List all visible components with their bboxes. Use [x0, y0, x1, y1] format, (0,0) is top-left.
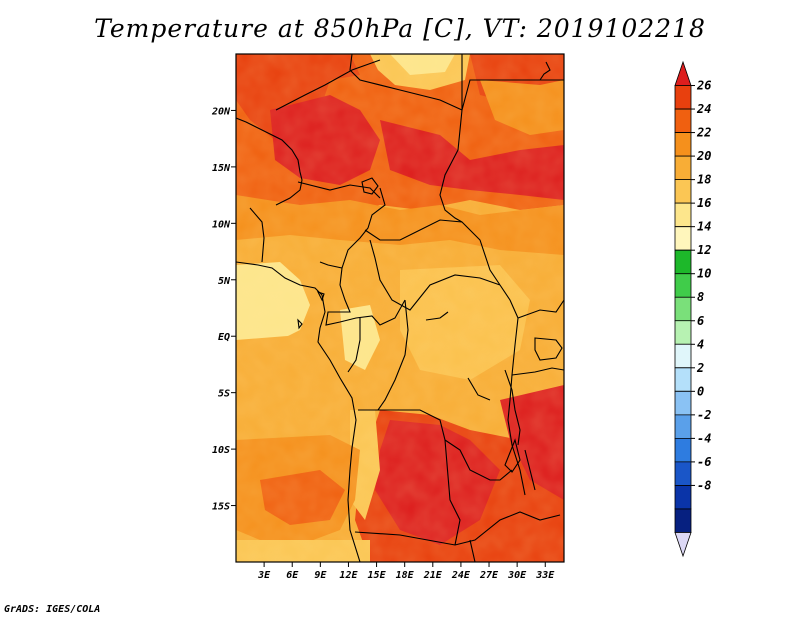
colorbar-segment — [674, 414, 692, 439]
border-chad-sudan — [439, 109, 463, 223]
colorbar-label: 26 — [696, 79, 711, 93]
border-botswana — [469, 539, 476, 562]
island-bioko — [316, 291, 325, 302]
colorbar-segment — [674, 273, 692, 298]
border-angola-zambia — [444, 439, 461, 546]
border-gabon-congo — [325, 267, 406, 326]
x-tick-label: 21E — [423, 570, 443, 581]
y-tick-label: 20N — [211, 106, 231, 117]
border-libya-niger — [349, 54, 463, 111]
x-tick-label: 18E — [396, 570, 415, 581]
border-egypt — [461, 54, 564, 111]
border-uganda-kenya — [517, 299, 564, 319]
map-frame — [235, 53, 565, 563]
x-tick-label: 33E — [535, 570, 555, 581]
colorbar-segment — [674, 485, 692, 510]
border-angola-drc — [378, 409, 513, 481]
border-congo-inner — [347, 318, 361, 373]
colorbar-segment — [674, 108, 692, 133]
colorbar-segment — [674, 343, 692, 369]
colorbar-segment — [674, 367, 692, 392]
y-tick-label: 15N — [212, 163, 231, 174]
y-tick-label: 5S — [218, 389, 230, 400]
boundaries — [236, 54, 564, 562]
colorbar-label: 6 — [697, 314, 704, 328]
border-west-1 — [249, 207, 265, 263]
lake-tanganyika — [504, 369, 521, 446]
colorbar-label: -6 — [697, 455, 711, 469]
colorbar-segment — [674, 202, 692, 228]
colorbar-label: 10 — [697, 267, 711, 281]
lake-chad — [361, 177, 379, 195]
border-algeria — [275, 59, 381, 111]
lake-malawi — [524, 449, 536, 491]
y-tick-label: 5N — [218, 276, 231, 287]
coastline-nile-delta — [539, 61, 551, 81]
y-tick-label: 10S — [212, 445, 230, 456]
colorbar-label: 20 — [696, 149, 711, 163]
coastline-west-africa — [236, 261, 361, 562]
colorbar-segment — [674, 296, 692, 322]
colorbar-segment — [674, 508, 692, 533]
colorbar-segment — [674, 390, 692, 416]
x-tick-label: 24E — [451, 570, 471, 581]
x-tick-label: 9E — [314, 570, 327, 581]
border-car-north — [364, 219, 501, 286]
colorbar-label: 22 — [696, 126, 711, 140]
lake-mweru — [504, 438, 521, 473]
colorbar-segment — [674, 60, 692, 86]
colorbar-label: 16 — [697, 196, 711, 210]
colorbar-label: 18 — [697, 173, 711, 187]
river-congo-1 — [467, 377, 491, 401]
colorbar-label: 24 — [696, 102, 711, 116]
border-niger-west — [236, 117, 303, 206]
island-sao-tome — [297, 318, 303, 330]
colorbar-segment — [674, 249, 692, 275]
border-tanzania — [511, 367, 564, 376]
x-tick-label: 12E — [339, 570, 358, 581]
colorbar-segment — [674, 437, 692, 463]
chart-title: Temperature at 850hPa [C], VT: 201910221… — [94, 14, 706, 43]
colorbar-segment — [674, 532, 692, 558]
colorbar-label: -8 — [697, 478, 711, 492]
y-tick-label: 15S — [212, 502, 230, 513]
x-tick-label: 6E — [286, 570, 299, 581]
y-tick-label: 10N — [212, 219, 231, 230]
colorbar-segment — [674, 179, 692, 204]
colorbar-segment — [674, 85, 692, 110]
x-tick-label: 30E — [507, 570, 527, 581]
colorbar-label: -4 — [697, 431, 711, 445]
colorbar-segment — [674, 132, 692, 157]
x-tick-label: 3E — [257, 570, 271, 581]
y-tick-label: EQ — [218, 332, 230, 343]
colorbar-label: 14 — [697, 220, 711, 234]
x-axis: 3E 6E 9E 12E 15E 18E 21E 24E 27E 30E 33E — [257, 562, 555, 581]
x-tick-label: 27E — [479, 570, 499, 581]
colorbar-segment — [674, 320, 692, 345]
x-tick-label: 15E — [368, 570, 387, 581]
colorbar-label: -2 — [697, 408, 711, 422]
colorbar-segment — [674, 461, 692, 486]
river-congo-2 — [425, 311, 449, 321]
border-namibia-north — [354, 511, 561, 546]
credit-label: GrADS: IGES/COLA — [4, 604, 101, 615]
colorbar-label: 8 — [697, 290, 704, 304]
colorbar-label: 0 — [697, 384, 704, 398]
colorbar-label: 12 — [697, 243, 711, 257]
colorbar-segment — [674, 155, 692, 181]
border-nigeria-cameroon — [319, 187, 386, 269]
lake-victoria — [534, 337, 563, 361]
colorbar-label: 4 — [697, 337, 704, 351]
border-car-south — [369, 239, 501, 311]
colorbar-label: 2 — [696, 361, 704, 375]
colorbar-segment — [674, 226, 692, 251]
y-axis: 20N 15N 10N 5N EQ 5S 10S 15S — [211, 106, 236, 513]
